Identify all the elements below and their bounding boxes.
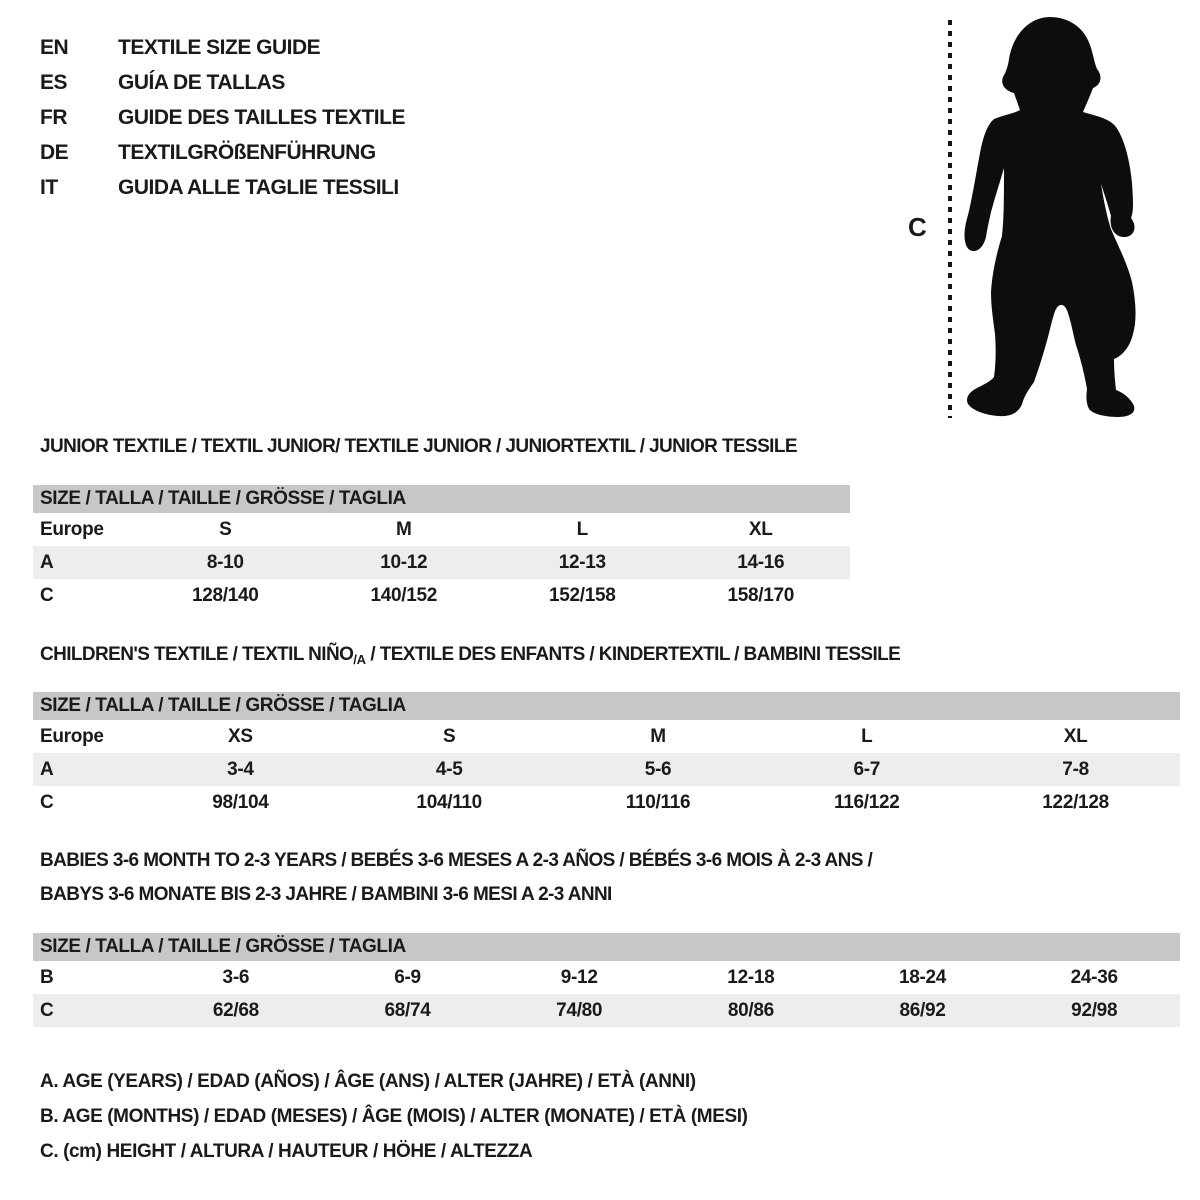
size-value: 92/98: [1071, 999, 1118, 1021]
size-value: XS: [228, 725, 253, 747]
babies-title-line1: BABIES 3-6 MONTH TO 2-3 YEARS / BEBÉS 3-…: [40, 850, 873, 871]
language-label: GUÍA DE TALLAS: [118, 70, 285, 94]
size-value: 122/128: [1042, 791, 1109, 813]
language-label: TEXTILE SIZE GUIDE: [118, 35, 321, 59]
language-row: DE TEXTILGRÖßENFÜHRUNG: [40, 135, 405, 170]
size-value: 4-5: [435, 758, 463, 780]
size-value: 18-24: [898, 966, 947, 988]
row-label: B: [40, 966, 54, 988]
size-value: L: [576, 518, 589, 540]
children-section-title: CHILDREN'S TEXTILE / TEXTIL NIÑO/A / TEX…: [40, 644, 901, 667]
row-label: C: [40, 999, 54, 1021]
children-title-prefix: CHILDREN'S TEXTILE / TEXTIL NIÑO: [40, 644, 354, 665]
size-header-band: SIZE / TALLA / TAILLE / GRÖSSE / TAGLIA: [33, 933, 1180, 961]
height-measure-line: [948, 20, 952, 418]
babies-size-table: SIZE / TALLA / TAILLE / GRÖSSE / TAGLIA …: [33, 933, 1180, 1027]
size-value: M: [395, 518, 412, 540]
table-row: Europe S M L XL: [33, 513, 850, 546]
size-value: 24-36: [1070, 966, 1118, 988]
junior-size-table: SIZE / TALLA / TAILLE / GRÖSSE / TAGLIA …: [33, 485, 850, 612]
language-row: IT GUIDA ALLE TAGLIE TESSILI: [40, 170, 405, 205]
table-row: C 62/68 68/74 74/80 80/86 86/92 92/98: [33, 994, 1180, 1027]
size-value: 12-18: [727, 966, 775, 988]
row-label: C: [40, 791, 54, 813]
language-row: ES GUÍA DE TALLAS: [40, 65, 405, 100]
language-code: EN: [40, 35, 69, 59]
language-label: GUIDE DES TAILLES TEXTILE: [118, 105, 405, 129]
size-value: 14-16: [737, 551, 785, 573]
language-label: TEXTILGRÖßENFÜHRUNG: [118, 140, 376, 164]
language-row: EN TEXTILE SIZE GUIDE: [40, 30, 405, 65]
junior-section-title: JUNIOR TEXTILE / TEXTIL JUNIOR/ TEXTILE …: [40, 436, 798, 457]
legend-line-a: A. AGE (YEARS) / EDAD (AÑOS) / ÂGE (ANS)…: [40, 1070, 696, 1092]
size-value: 104/110: [416, 791, 482, 813]
size-value: 6-9: [394, 966, 421, 988]
size-value: 3-6: [222, 966, 250, 988]
row-label: Europe: [40, 518, 104, 540]
size-value: 98/104: [212, 791, 269, 813]
size-value: 140/152: [370, 584, 438, 606]
size-value: S: [443, 725, 456, 747]
size-value: 9-12: [560, 966, 598, 988]
row-label: Europe: [40, 725, 104, 747]
table-row: Europe XS S M L XL: [33, 720, 1180, 753]
size-value: 8-10: [206, 551, 244, 573]
size-value: 74/80: [556, 999, 603, 1021]
size-value: 62/68: [212, 999, 259, 1021]
size-value: 110/116: [625, 791, 691, 813]
children-title-suffix: / TEXTILE DES ENFANTS / KINDERTEXTIL / B…: [365, 644, 901, 665]
table-row: A 3-4 4-5 5-6 6-7 7-8: [33, 753, 1180, 786]
table-row: C 128/140 140/152 152/158 158/170: [33, 579, 850, 612]
language-row: FR GUIDE DES TAILLES TEXTILE: [40, 100, 405, 135]
measure-legend: A. AGE (YEARS) / EDAD (AÑOS) / ÂGE (ANS)…: [40, 1064, 748, 1169]
size-value: 152/158: [548, 584, 616, 606]
table-row: A 8-10 10-12 12-13 14-16: [33, 546, 850, 579]
size-value: 80/86: [727, 999, 774, 1021]
size-value: 3-4: [227, 758, 254, 780]
size-value: XL: [748, 518, 773, 540]
language-code: FR: [40, 105, 68, 129]
language-code: DE: [40, 140, 69, 164]
table-row: C 98/104 104/110 110/116 116/122 122/128: [33, 786, 1180, 819]
table-row: B 3-6 6-9 9-12 12-18 18-24 24-36: [33, 961, 1180, 994]
size-value: L: [861, 725, 873, 747]
row-label: A: [40, 758, 54, 780]
children-title-sub: /A: [353, 652, 366, 667]
size-value: 68/74: [384, 999, 431, 1021]
size-value: 158/170: [727, 584, 795, 606]
row-label: C: [40, 584, 54, 606]
language-label: GUIDA ALLE TAGLIE TESSILI: [118, 175, 399, 199]
size-value: M: [650, 725, 666, 747]
babies-title-line2: BABYS 3-6 MONATE BIS 2-3 JAHRE / BAMBINI…: [40, 884, 612, 905]
legend-line-c: C. (cm) HEIGHT / ALTURA / HAUTEUR / HÖHE…: [40, 1140, 533, 1162]
row-label: A: [40, 551, 54, 573]
size-value: 10-12: [380, 551, 428, 573]
language-code: IT: [40, 175, 58, 199]
size-header-band: SIZE / TALLA / TAILLE / GRÖSSE / TAGLIA: [33, 692, 1180, 720]
size-value: 7-8: [1062, 758, 1089, 780]
size-value: 116/122: [834, 791, 900, 813]
babies-section-title: BABIES 3-6 MONTH TO 2-3 YEARS / BEBÉS 3-…: [40, 844, 873, 912]
size-value: 12-13: [558, 551, 606, 573]
size-header-band: SIZE / TALLA / TAILLE / GRÖSSE / TAGLIA: [33, 485, 850, 513]
size-value: 86/92: [899, 999, 946, 1021]
height-measure-label: C: [908, 212, 927, 242]
legend-line-b: B. AGE (MONTHS) / EDAD (MESES) / ÂGE (MO…: [40, 1105, 748, 1127]
language-code: ES: [40, 70, 68, 94]
size-value: S: [219, 518, 232, 540]
children-size-table: SIZE / TALLA / TAILLE / GRÖSSE / TAGLIA …: [33, 692, 1180, 819]
size-value: XL: [1063, 725, 1088, 747]
size-value: 128/140: [191, 584, 259, 606]
baby-silhouette-icon: [964, 17, 1136, 417]
size-value: 5-6: [644, 758, 672, 780]
size-value: 6-7: [853, 758, 881, 780]
language-list: EN TEXTILE SIZE GUIDE ES GUÍA DE TALLAS …: [40, 30, 405, 205]
